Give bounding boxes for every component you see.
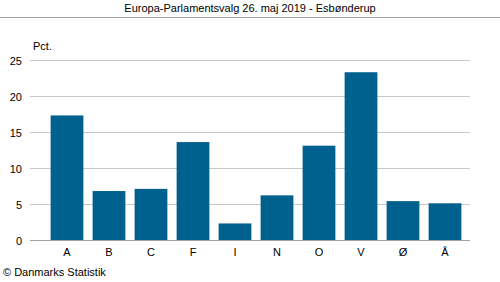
x-tick-label: B	[105, 246, 112, 258]
y-axis-label: Pct.	[33, 40, 52, 52]
y-tick-label: 25	[10, 55, 22, 67]
bar	[51, 115, 84, 240]
bar	[429, 203, 462, 240]
x-tick-label: A	[63, 246, 71, 258]
bar	[387, 201, 420, 240]
bar	[177, 142, 210, 240]
x-tick-label: O	[315, 246, 324, 258]
grid-line	[30, 132, 470, 133]
y-tick-label: 20	[10, 91, 22, 103]
chart-title: Europa-Parlamentsvalg 26. maj 2019 - Esb…	[124, 2, 375, 14]
bar	[219, 223, 252, 240]
chart-container: Europa-Parlamentsvalg 26. maj 2019 - Esb…	[0, 0, 500, 282]
x-tick-label: I	[233, 246, 236, 258]
bars	[51, 72, 462, 240]
y-tick-label: 10	[10, 163, 22, 175]
grid-line	[30, 96, 470, 97]
grid-line	[30, 168, 470, 169]
y-tick-label: 5	[16, 199, 22, 211]
source-note: © Danmarks Statistik	[3, 266, 106, 278]
grid-line	[30, 60, 470, 61]
bar	[303, 146, 336, 240]
y-tick-label: 15	[10, 127, 22, 139]
bar	[261, 195, 294, 240]
bar	[345, 72, 378, 240]
x-tick-label: C	[147, 246, 155, 258]
x-tick-label: F	[190, 246, 197, 258]
y-tick-label: 0	[16, 235, 22, 247]
title-rule	[0, 17, 500, 18]
bar	[93, 191, 126, 240]
chart-svg: Europa-Parlamentsvalg 26. maj 2019 - Esb…	[0, 0, 500, 282]
x-tick-label: Ø	[399, 246, 408, 258]
bar	[135, 189, 168, 240]
x-tick-label: V	[357, 246, 365, 258]
x-axis-line	[30, 240, 470, 241]
x-tick-label: Å	[441, 246, 449, 258]
grid-line	[30, 240, 470, 241]
x-tick-label: N	[273, 246, 281, 258]
